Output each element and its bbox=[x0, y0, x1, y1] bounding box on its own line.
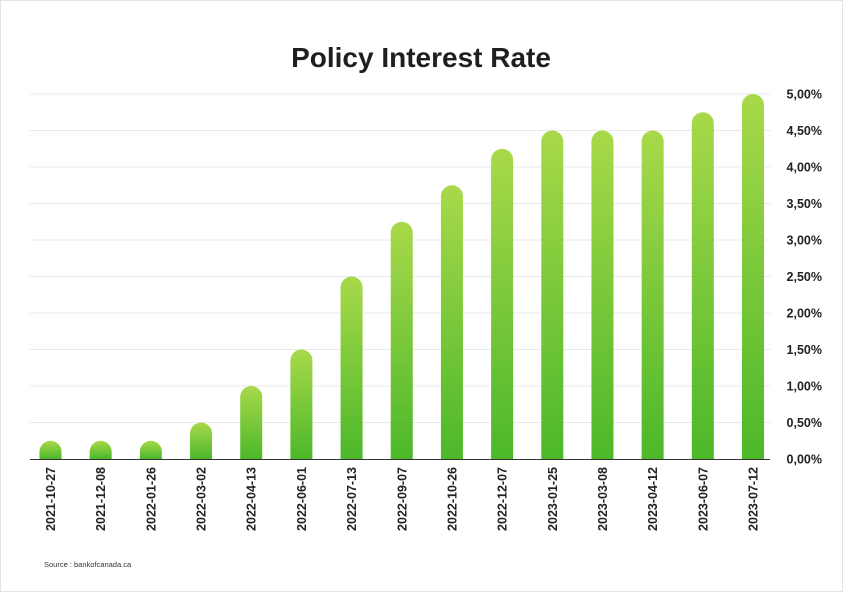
x-tick-label: 2022-03-02 bbox=[195, 467, 209, 531]
x-tick-label: 2022-12-07 bbox=[496, 467, 510, 531]
x-tick-label: 2022-01-26 bbox=[144, 467, 158, 531]
bar-2022-04-13 bbox=[240, 386, 263, 459]
bar-2022-12-07 bbox=[491, 148, 514, 459]
bar-2022-06-01 bbox=[290, 349, 313, 459]
x-tick-label: 2021-12-08 bbox=[94, 467, 108, 531]
x-axis-ticks: 2021-10-27 2021-12-08 2022-01-26 2022-03-02… bbox=[44, 467, 761, 531]
x-tick-label: 2023-03-08 bbox=[596, 467, 610, 531]
bar-2022-07-13 bbox=[340, 276, 363, 459]
x-tick-label: 2023-04-12 bbox=[646, 467, 660, 531]
x-tick-label: 2023-07-12 bbox=[747, 467, 761, 531]
y-tick-label: 5,00% bbox=[787, 88, 822, 102]
y-tick-label: 4,50% bbox=[787, 124, 822, 138]
bar-2023-03-08 bbox=[591, 130, 614, 459]
y-axis-ticks: 0,00% 0,50% 1,00% 1,50% 2,00% 2,50% 3,00% 3,50%… bbox=[787, 88, 822, 467]
bar-2023-04-12 bbox=[641, 130, 664, 459]
bar-2023-01-25 bbox=[541, 130, 564, 459]
x-tick-label: 2022-07-13 bbox=[345, 467, 359, 531]
y-tick-label: 0,00% bbox=[787, 453, 822, 467]
x-tick-label: 2022-10-26 bbox=[445, 467, 459, 531]
y-tick-label: 1,50% bbox=[787, 343, 822, 357]
y-tick-label: 4,00% bbox=[787, 161, 822, 175]
bar-2021-10-27 bbox=[39, 440, 62, 459]
x-tick-label: 2021-10-27 bbox=[44, 467, 58, 531]
chart-title: Policy Interest Rate bbox=[291, 42, 551, 73]
bar-2022-10-26 bbox=[440, 185, 463, 460]
x-tick-label: 2023-06-07 bbox=[696, 467, 710, 531]
x-tick-label: 2022-09-07 bbox=[395, 467, 409, 531]
y-tick-label: 2,50% bbox=[787, 270, 822, 284]
y-tick-label: 2,00% bbox=[787, 307, 822, 321]
x-tick-label: 2022-06-01 bbox=[295, 467, 309, 531]
bar-2023-06-07 bbox=[691, 112, 714, 460]
bar-2022-03-02 bbox=[190, 422, 213, 459]
bar-2021-12-08 bbox=[89, 440, 112, 459]
y-tick-label: 0,50% bbox=[787, 416, 822, 430]
bar-2023-07-12 bbox=[742, 94, 764, 459]
bars bbox=[39, 94, 764, 460]
x-tick-label: 2023-01-25 bbox=[546, 467, 560, 531]
y-tick-label: 3,50% bbox=[787, 197, 822, 211]
y-tick-label: 3,00% bbox=[787, 234, 822, 248]
y-tick-label: 1,00% bbox=[787, 380, 822, 394]
bar-2022-09-07 bbox=[390, 221, 413, 459]
source-note: Source : bankofcanada.ca bbox=[44, 560, 132, 569]
bar-2022-01-26 bbox=[139, 440, 162, 459]
x-tick-label: 2022-04-13 bbox=[245, 467, 259, 531]
